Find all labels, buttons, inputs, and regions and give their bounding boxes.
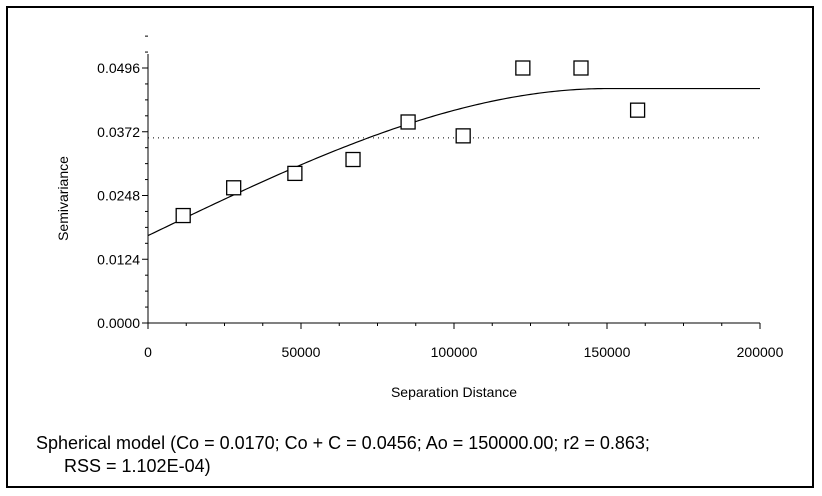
axes: 0.0000 0.0124 0.0248 0.0372 0.0496 0 50000 1000… <box>97 35 784 360</box>
data-point-square <box>226 180 242 196</box>
chart-frame <box>6 6 814 488</box>
x-tick-label: 150000 <box>584 344 631 360</box>
model-caption: Spherical model (Co = 0.0170; Co + C = 0… <box>36 432 816 478</box>
spherical-model-curve <box>147 87 760 237</box>
data-point-square <box>629 102 646 118</box>
x-tick-label: 200000 <box>737 344 784 360</box>
data-point-square <box>345 151 361 168</box>
x-tick-label: 0 <box>144 344 152 360</box>
data-point-square <box>287 165 303 182</box>
data-point-square <box>400 114 416 130</box>
data-point-square <box>175 207 191 224</box>
x-tick-label: 50000 <box>282 344 321 360</box>
y-tick-label: 0.0124 <box>97 251 140 267</box>
y-axis-title: Semivariance <box>55 156 71 241</box>
y-tick-label: 0.0000 <box>97 315 140 331</box>
y-tick-label: 0.0248 <box>97 188 140 204</box>
x-axis-title: Separation Distance <box>391 384 517 400</box>
y-tick-label: 0.0372 <box>97 124 140 140</box>
data-point-square <box>573 60 589 76</box>
x-tick-label: 100000 <box>431 344 478 360</box>
data-point-square <box>515 60 531 76</box>
data-points <box>175 60 646 224</box>
model-caption-line-1: Spherical model (Co = 0.0170; Co + C = 0… <box>36 433 650 453</box>
y-tick-label: 0.0496 <box>97 60 140 76</box>
model-caption-line-2: RSS = 1.102E-04) <box>64 456 211 476</box>
model-curve-group <box>147 87 760 237</box>
data-point-square <box>455 128 471 144</box>
